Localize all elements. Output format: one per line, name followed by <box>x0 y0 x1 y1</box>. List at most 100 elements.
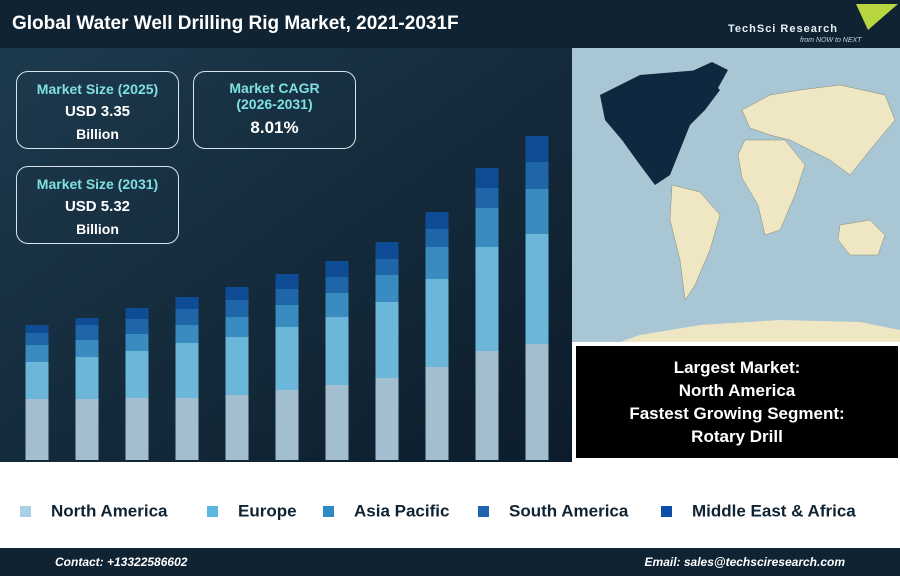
bar-segment <box>425 229 449 247</box>
kpi-card: Market Size (2031) USD 5.32 Billion <box>16 166 179 244</box>
bar-segment <box>125 334 149 351</box>
bar-segment <box>25 325 49 333</box>
bar-segment <box>375 242 399 259</box>
bar-segment <box>75 399 99 460</box>
legend-label: Europe <box>238 501 297 520</box>
bar-segment <box>175 398 199 460</box>
bar-segment <box>75 325 99 340</box>
africa <box>737 139 806 236</box>
bar-segment <box>425 279 449 367</box>
eurasia <box>741 84 896 176</box>
highlight-line: Fastest Growing Segment: <box>629 404 845 423</box>
email: Email: sales@techsciresearch.com <box>645 555 846 569</box>
bar-segment <box>75 318 99 325</box>
australia <box>837 219 886 256</box>
bar-segment <box>25 333 49 345</box>
bar-segment <box>375 259 399 275</box>
legend-panel <box>0 470 900 548</box>
bar-segment <box>425 367 449 460</box>
bar-segment <box>25 345 49 362</box>
bar-segment <box>275 305 299 327</box>
bar-segment <box>425 247 449 279</box>
bar-segment <box>325 261 349 277</box>
bar-segment <box>475 247 499 351</box>
bar-segment <box>125 308 149 319</box>
bar-segment <box>25 362 49 399</box>
header-bar <box>0 0 900 48</box>
kpi-label: Market Size (2025) <box>36 81 159 97</box>
contact: Contact: +13322586602 <box>55 555 188 569</box>
highlight-line: Largest Market: <box>673 358 801 377</box>
kpi-value: 8.01% <box>250 118 299 137</box>
x-tick-label: 2027F <box>321 462 352 474</box>
bar-segment <box>475 208 499 247</box>
bar-segment <box>275 327 299 390</box>
bar-segment <box>125 398 149 460</box>
bar-segment <box>475 168 499 188</box>
antarctica <box>620 320 900 342</box>
bar-segment <box>225 337 249 395</box>
kpi-value: USD 5.32 <box>64 198 131 215</box>
bar-segment <box>225 287 249 300</box>
x-tick-label: 2025 <box>225 462 249 474</box>
x-tick-label: 2026E <box>271 462 303 474</box>
legend-marker <box>323 506 334 517</box>
bar-segment <box>225 317 249 337</box>
world-map <box>572 48 900 342</box>
x-tick-label: 2021 <box>25 462 49 474</box>
logo-name: TechSci Research <box>728 23 838 35</box>
bar-segment <box>175 325 199 343</box>
north-america <box>600 70 720 185</box>
kpi-label: Market Size (2031) <box>36 176 159 192</box>
bar-segment <box>275 289 299 305</box>
bar-segment <box>225 395 249 460</box>
legend-marker <box>207 506 218 517</box>
bar-segment <box>75 340 99 357</box>
x-tick-label: 2023 <box>125 462 149 474</box>
x-tick-label: 2029F <box>421 462 452 474</box>
legend-marker <box>20 506 31 517</box>
x-tick-label: 2030F <box>471 462 502 474</box>
bar-segment <box>375 302 399 378</box>
bar-segment <box>275 390 299 460</box>
bar-segment <box>275 274 299 289</box>
bar-segment <box>175 297 199 309</box>
bar-segment <box>325 293 349 317</box>
bar-segment <box>325 317 349 385</box>
title: Global Water Well Drilling Rig Market, 2… <box>12 13 459 34</box>
legend-marker <box>478 506 489 517</box>
bar-segment <box>75 357 99 399</box>
greenland <box>690 62 728 90</box>
legend-label: Middle East & Africa <box>692 501 856 520</box>
x-tick-label: 2022 <box>75 462 99 474</box>
bar-segment <box>25 399 49 460</box>
bar-segment <box>325 385 349 460</box>
highlight-line: Rotary Drill <box>691 427 783 446</box>
bar-segment <box>375 275 399 302</box>
kpi-label: Market CAGR (2026-2031) <box>229 80 320 112</box>
kpi-unit: Billion <box>76 221 119 237</box>
bar-segment <box>425 212 449 229</box>
highlights: Largest Market: North America Fastest Gr… <box>576 346 898 458</box>
legend-label: South America <box>509 501 629 520</box>
x-tick-label: 2024 <box>175 462 200 474</box>
bar-segment <box>525 234 549 344</box>
highlight-line: North America <box>678 381 796 400</box>
bar-segment <box>175 343 199 398</box>
bar-segment <box>475 351 499 460</box>
kpi-card: Market CAGR (2026-2031) 8.01% <box>193 71 356 149</box>
logo-mark <box>856 4 898 30</box>
x-tick-label: 2028F <box>371 462 402 474</box>
bar-segment <box>525 136 549 162</box>
bar-segment <box>475 188 499 208</box>
legend-label: Asia Pacific <box>354 501 449 520</box>
kpi-card: Market Size (2025) USD 3.35 Billion <box>16 71 179 149</box>
south-america <box>669 184 721 301</box>
logo-tagline: from NOW to NEXT <box>800 37 862 44</box>
bar-segment <box>125 351 149 398</box>
bar-segment <box>125 319 149 334</box>
footer-bar <box>0 548 900 576</box>
kpi-value: USD 3.35 <box>64 103 131 120</box>
